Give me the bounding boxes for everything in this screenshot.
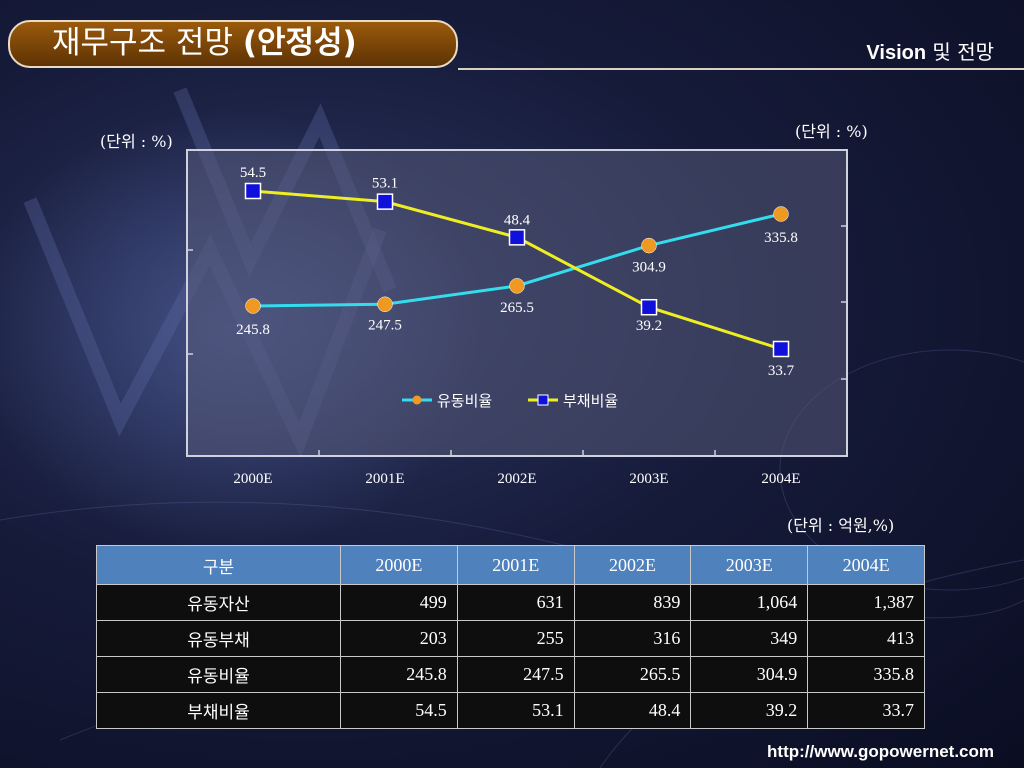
financial-table: 구분 2000E 2001E 2002E 2003E 2004E 유동자산 49… [96,545,925,729]
footer-url[interactable]: http://www.gopowernet.com [767,742,994,761]
table-cell: 255 [456,620,575,657]
series-marker-square [508,229,526,246]
table-cell: 265.5 [573,656,692,693]
section-label: Vision 및 전망 [866,40,994,64]
table-header-cell: 2000E [340,545,458,585]
legend-entry: 유동비율 [437,392,492,410]
table-cell: 53.1 [456,692,575,729]
table-row: 유동부채 203 255 316 349 413 [96,620,925,657]
series-marker-circle [641,237,657,254]
table-cell: 247.5 [456,656,575,693]
table-cell: 349 [690,620,809,657]
table-cell: 33.7 [807,692,925,729]
table-cell: 304.9 [690,656,809,693]
table-row: 부채비율 54.5 53.1 48.4 39.2 33.7 [96,692,925,729]
series-marker-circle [773,206,789,222]
series-marker-circle [509,278,525,294]
data-label: 33.7 [768,363,795,379]
table-cell: 499 [340,584,458,621]
row-label: 유동자산 [96,584,341,621]
data-label: 48.4 [504,212,531,228]
table-cell: 413 [807,620,925,657]
table-header-cell: 2004E [807,545,925,585]
legend-marker [412,395,422,405]
series-markers [244,182,790,358]
series-marker-square [772,340,790,358]
table-cell: 39.2 [690,692,809,729]
table-cell: 203 [340,620,458,657]
table-cell: 54.5 [340,692,458,729]
data-label: 304.9 [632,260,666,276]
table-cell: 335.8 [807,656,925,693]
x-tick-labels: 2000E 2001E 2002E 2003E 2004E [233,471,800,487]
table-cell: 631 [456,584,575,621]
table-cell: 245.8 [340,656,458,693]
table-header-cell: 2001E [456,545,575,585]
table-cell: 1,387 [807,584,925,621]
table-cell: 316 [573,620,692,657]
x-tick-label: 2004E [761,471,800,487]
page-title: 재무구조 전망 (안정성) [52,25,357,61]
data-labels: 245.8 247.5 265.5 304.9 335.8 54.5 53.1 48.4 39.… [236,165,798,379]
table-cell: 1,064 [690,584,809,621]
data-label: 245.8 [236,322,270,338]
table-header-cell: 2002E [573,545,692,585]
axis-ticks [187,225,847,456]
title-banner [8,20,458,68]
plot-area [186,149,848,457]
data-label: 247.5 [368,317,402,333]
data-label: 39.2 [636,318,662,334]
chart-unit-right: (단위 : %) [795,122,868,141]
row-label: 부채비율 [96,692,341,729]
x-tick-label: 2003E [629,471,668,487]
series-marker-square [640,298,658,316]
header-rule [458,68,1024,70]
data-label: 265.5 [500,300,534,316]
series-marker-square [244,182,262,200]
series-marker-square [376,193,394,210]
table-cell: 48.4 [573,692,692,729]
x-tick-label: 2000E [233,471,272,487]
row-label: 유동부채 [96,620,341,657]
legend-marker [537,394,549,406]
x-tick-label: 2002E [497,471,536,487]
table-cell: 839 [573,584,692,621]
series-marker-circle [245,298,261,314]
table-unit: (단위 : 억원,%) [787,516,895,535]
chart-unit-left: (단위 : %) [100,132,173,151]
table-header-cell: 구분 [96,545,341,585]
table-row: 유동비율 245.8 247.5 265.5 304.9 335.8 [96,656,925,693]
data-label: 53.1 [372,176,398,192]
legend-entry: 부채비율 [563,392,618,410]
table-header-cell: 2003E [690,545,809,585]
x-tick-label: 2001E [365,471,404,487]
chart-legend: 유동비율 부채비율 [402,392,618,410]
table-row: 유동자산 499 631 839 1,064 1,387 [96,584,925,621]
table-header-row: 구분 2000E 2001E 2002E 2003E 2004E [96,545,925,585]
row-label: 유동비율 [96,656,341,693]
series-marker-circle [377,296,393,313]
data-label: 335.8 [764,230,798,246]
data-label: 54.5 [240,165,266,181]
